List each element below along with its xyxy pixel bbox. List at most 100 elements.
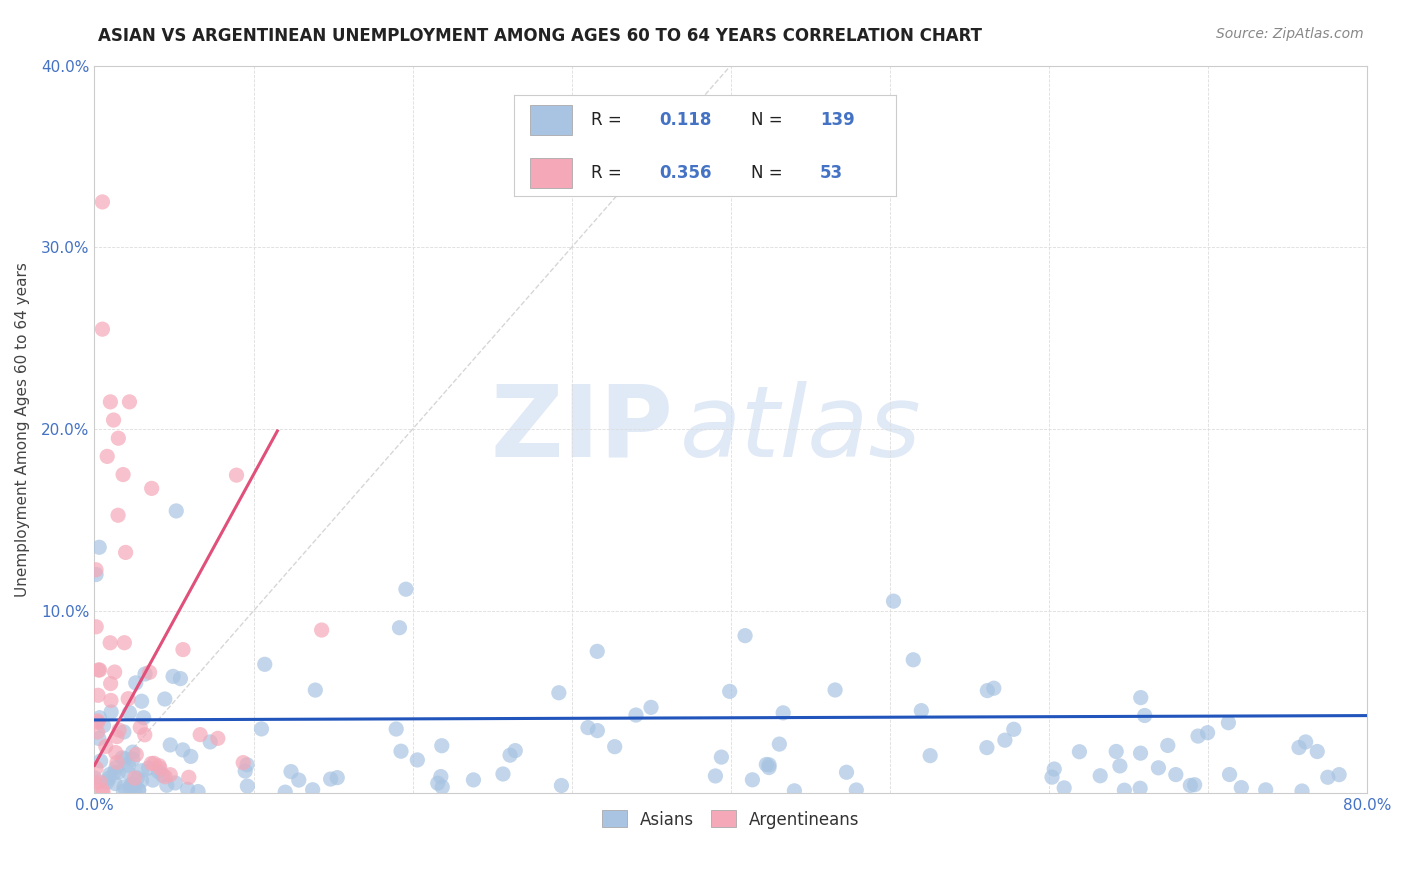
Point [920,748,942,763]
Point [83,771,105,785]
Point [976,683,998,698]
Point [84,620,107,634]
Point [165,776,187,790]
Point [153,692,176,706]
Point [430,739,453,753]
Point [98,767,121,781]
Point [395,582,418,597]
Point [103,413,125,427]
Point [1002,723,1025,737]
Text: Source: ZipAtlas.com: Source: ZipAtlas.com [1216,27,1364,41]
Point [148,764,170,779]
Point [120,777,142,791]
Point [172,743,194,757]
Point [112,784,135,798]
Point [311,623,333,637]
Point [274,785,297,799]
Point [94,739,117,754]
Point [640,700,662,714]
Point [301,782,323,797]
Point [100,395,122,409]
Point [91,785,114,799]
Point [91,783,114,797]
Point [1088,769,1111,783]
Point [87,715,110,730]
Point [143,756,166,771]
Point [84,563,107,577]
Point [1040,770,1063,784]
Point [142,773,165,788]
Point [121,745,143,759]
Point [87,731,110,746]
Point [1147,761,1170,775]
Point [103,765,125,780]
Point [1184,778,1206,792]
Point [499,748,522,763]
Point [84,761,107,775]
Point [236,757,259,772]
Point [1197,725,1219,739]
Point [98,771,121,785]
Point [91,194,114,209]
Point [1218,715,1240,730]
Point [104,665,127,679]
Legend: Asians, Argentineans: Asians, Argentineans [595,804,866,835]
Point [105,730,128,744]
Point [426,776,449,790]
Point [148,758,170,772]
Point [207,731,229,746]
Point [1218,767,1240,781]
Point [882,594,904,608]
Point [1129,781,1152,796]
Point [98,636,121,650]
Point [124,771,146,785]
Point [319,772,342,786]
Point [845,783,868,797]
Point [89,775,111,789]
Point [138,761,160,775]
Point [1053,780,1076,795]
Point [586,723,609,738]
Point [153,770,176,784]
Point [758,760,780,774]
Point [105,756,128,770]
Point [755,757,778,772]
Point [125,747,148,762]
Point [132,711,155,725]
Point [96,775,118,789]
Point [172,642,194,657]
Point [159,738,181,752]
Text: ASIAN VS ARGENTINEAN UNEMPLOYMENT AMONG AGES 60 TO 64 YEARS CORRELATION CHART: ASIAN VS ARGENTINEAN UNEMPLOYMENT AMONG … [98,27,983,45]
Point [86,714,108,728]
Point [304,683,326,698]
Point [180,749,202,764]
Point [121,752,143,766]
Point [108,723,131,738]
Point [385,722,408,736]
Point [90,754,112,768]
Point [1306,745,1329,759]
Point [104,746,127,760]
Point [187,784,209,798]
Point [288,773,311,788]
Point [149,761,172,775]
Point [704,769,727,783]
Point [758,757,780,772]
Point [107,431,129,445]
Point [233,764,256,778]
Point [118,780,141,795]
Point [1180,779,1202,793]
Point [89,541,111,555]
Point [994,733,1017,747]
Point [430,770,453,784]
Point [910,704,932,718]
Point [280,764,302,779]
Point [111,751,134,765]
Point [1043,762,1066,776]
Point [86,725,108,739]
Point [118,706,141,720]
Point [117,758,139,772]
Point [87,663,110,677]
Point [547,686,569,700]
Point [734,629,756,643]
